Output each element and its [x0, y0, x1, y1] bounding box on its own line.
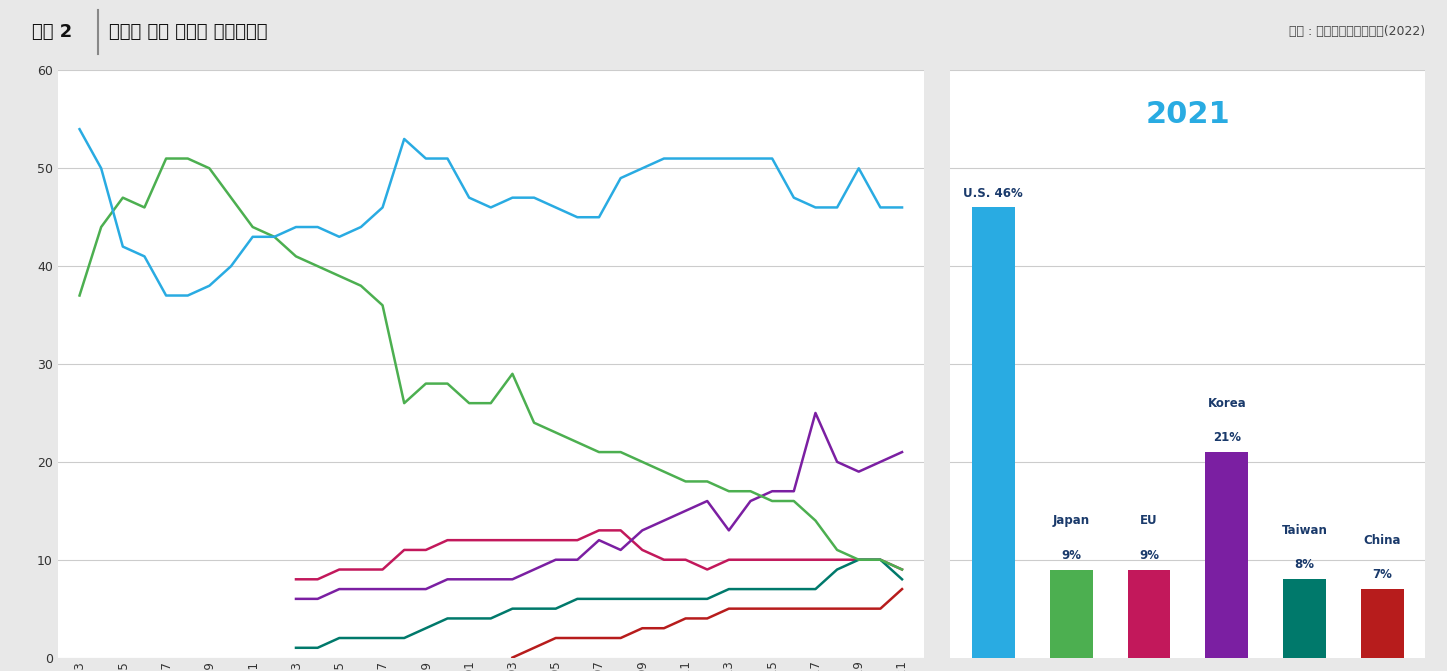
Text: 2021: 2021	[1146, 100, 1230, 129]
Text: U.S. 46%: U.S. 46%	[964, 187, 1023, 200]
Text: 7%: 7%	[1373, 568, 1392, 581]
Text: Japan: Japan	[1052, 515, 1090, 527]
Text: 그림 2: 그림 2	[32, 23, 72, 41]
Text: Korea: Korea	[1207, 397, 1246, 410]
Text: 9%: 9%	[1061, 549, 1081, 562]
Text: Taiwan: Taiwan	[1282, 524, 1327, 537]
Text: 21%: 21%	[1213, 431, 1242, 444]
Bar	[1049, 570, 1092, 658]
Bar	[972, 207, 1014, 658]
Text: 출처 : 미국반도체산업협회(2022): 출처 : 미국반도체산업협회(2022)	[1289, 25, 1425, 38]
Text: 국가별 세계 반도체 시장점유율: 국가별 세계 반도체 시장점유율	[109, 23, 268, 41]
Text: 9%: 9%	[1139, 549, 1159, 562]
Text: 8%: 8%	[1295, 558, 1315, 572]
Bar	[1127, 570, 1171, 658]
Text: China: China	[1363, 534, 1401, 547]
Bar	[1283, 579, 1325, 658]
Bar	[1362, 589, 1404, 658]
Bar	[1205, 452, 1249, 658]
Text: EU: EU	[1140, 515, 1158, 527]
